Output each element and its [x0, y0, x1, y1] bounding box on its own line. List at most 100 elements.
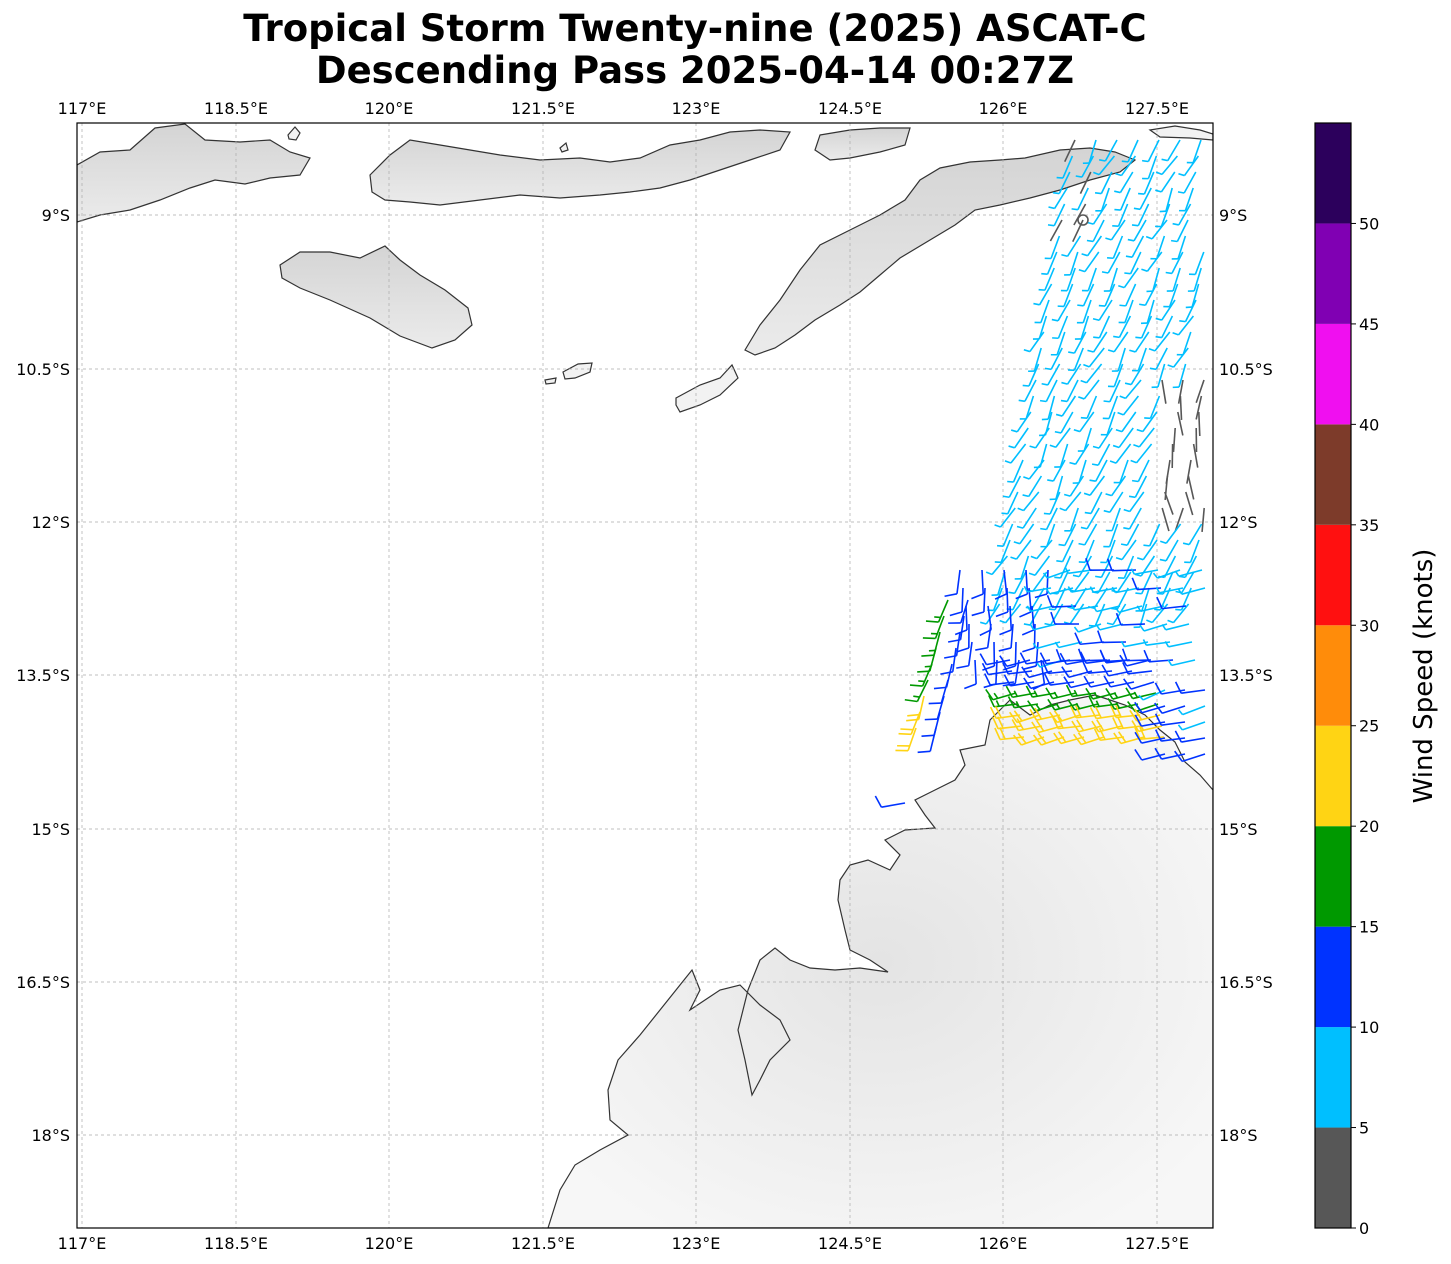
- wind-barb: [1080, 395, 1098, 419]
- axis-tick-labels: 117°E 117°E 118.5°E 118.5°E 120°E 120°E 121.5°…: [16, 99, 1273, 1253]
- wind-barb: [1171, 235, 1187, 260]
- wind-barb: [1111, 347, 1126, 372]
- wind-barb: [1073, 732, 1105, 746]
- wind-barb: [1156, 596, 1187, 610]
- wind-barb: [1112, 716, 1143, 730]
- wind-barb: [1136, 605, 1165, 613]
- wind-barb: [1021, 605, 1035, 636]
- wind-barb: [1040, 507, 1058, 531]
- wind-barb: [1106, 603, 1127, 626]
- lon-tick-label-bottom: 124.5°E: [818, 1234, 882, 1253]
- wind-barb: [1068, 347, 1084, 372]
- wind-barb: [1093, 155, 1116, 176]
- lat-tick-label-left: 13.5°S: [16, 666, 70, 685]
- wind-barb: [1087, 203, 1108, 225]
- wind-barb: [1118, 299, 1134, 324]
- wind-barb: [1123, 507, 1142, 530]
- wind-barb: [1063, 676, 1095, 689]
- colorbar-label: Wind Speed (knots): [1409, 549, 1439, 804]
- wind-barb: [1161, 139, 1181, 162]
- wind-barb: [1001, 491, 1019, 515]
- wind-barb: [948, 599, 969, 624]
- wind-barb: [999, 655, 1031, 668]
- wind-barb: [1092, 299, 1113, 322]
- colorbar-tick-label: 10: [1359, 1018, 1379, 1037]
- wind-barb: [1105, 688, 1137, 700]
- wind-barb: [1172, 427, 1176, 452]
- wind-barb: [1007, 459, 1024, 483]
- wind-barb: [991, 571, 1006, 596]
- graticule: [77, 123, 1213, 1228]
- wind-barb: [1074, 315, 1090, 340]
- wind-barb: [1103, 491, 1124, 514]
- wind-barb: [1136, 411, 1158, 433]
- colorbar-bin: [1315, 926, 1351, 1028]
- lat-tick-label-right: 16.5°S: [1219, 973, 1273, 992]
- wind-barb: [1072, 214, 1089, 243]
- wind-barb: [1127, 219, 1147, 242]
- wind-barb: [1105, 507, 1121, 532]
- wind-barb: [1145, 219, 1168, 240]
- wind-barb: [1085, 687, 1117, 700]
- wind-barb: [1166, 267, 1181, 292]
- wind-barb: [1143, 523, 1161, 547]
- wind-barb: [1071, 187, 1089, 211]
- colorbar-tick-label: 30: [1359, 616, 1379, 635]
- wind-barb: [1041, 251, 1058, 275]
- wind-barb: [1054, 555, 1072, 579]
- wind-barb: [1092, 427, 1113, 449]
- wind-barb: [994, 507, 1016, 528]
- wind-barb: [1133, 427, 1155, 448]
- wind-barb: [1102, 395, 1119, 420]
- wind-barb: [1138, 171, 1155, 195]
- wind-barb: [1198, 411, 1201, 437]
- wind-barb: [1128, 475, 1148, 499]
- wind-barb: [1134, 731, 1166, 744]
- wind-barb: [1099, 139, 1118, 162]
- wind-barb: [1186, 459, 1192, 484]
- wind-barb: [982, 641, 996, 671]
- wind-barb: [971, 587, 986, 617]
- wind-barb: [925, 599, 949, 623]
- wind-barb: [1155, 155, 1179, 176]
- wind-barb: [1167, 347, 1189, 368]
- wind-barb: [1041, 395, 1056, 421]
- lon-tick-label-top: 118.5°E: [204, 99, 268, 118]
- wind-barb: [1174, 569, 1203, 577]
- wind-barb: [909, 663, 933, 687]
- lon-tick-label-top: 127.5°E: [1125, 99, 1189, 118]
- wind-barb: [1141, 251, 1163, 272]
- wind-barb: [1023, 603, 1043, 626]
- lat-tick-label-right: 13.5°S: [1219, 666, 1273, 685]
- wind-barb: [1115, 411, 1137, 433]
- wind-barb: [1136, 539, 1158, 561]
- wind-barb: [1130, 443, 1153, 464]
- wind-barb: [1201, 507, 1205, 532]
- wind-barb: [1054, 641, 1083, 649]
- wind-barb: [1053, 731, 1085, 745]
- colorbar-tick-label: 35: [1359, 516, 1379, 535]
- sawu-island: [562, 362, 593, 380]
- lon-tick-label-bottom: 123°E: [672, 1234, 721, 1253]
- wind-barb: [1177, 705, 1206, 716]
- wind-barb: [1010, 539, 1032, 560]
- wind-barb: [1039, 652, 1071, 665]
- wind-barb: [1070, 705, 1101, 719]
- wind-barb: [1086, 219, 1105, 243]
- wind-barb: [985, 555, 1009, 576]
- wind-barb: [994, 727, 1025, 741]
- wind-barb: [1014, 555, 1030, 580]
- wetar-island: [814, 127, 911, 161]
- wind-barb: [1112, 203, 1129, 228]
- wind-barb: [1125, 687, 1157, 700]
- colorbar-tick-label: 20: [1359, 817, 1379, 836]
- wind-barb: [1174, 507, 1184, 531]
- wind-barb: [1050, 331, 1066, 356]
- wind-barb: [1091, 443, 1111, 466]
- wind-barb: [1079, 171, 1092, 194]
- wind-barb: [1135, 315, 1153, 339]
- wind-barb: [1083, 475, 1106, 497]
- wind-barb: [1029, 707, 1061, 721]
- colorbar-tick-label: 40: [1359, 415, 1379, 434]
- wind-barb: [1008, 427, 1029, 449]
